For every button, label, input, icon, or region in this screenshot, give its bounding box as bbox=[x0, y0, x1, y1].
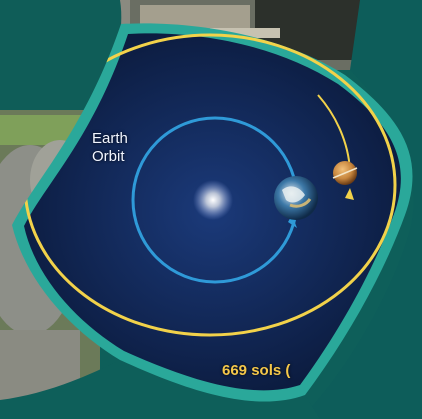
mars-orbit-arrow bbox=[345, 188, 354, 200]
mars-icon bbox=[332, 161, 358, 185]
earth-icon bbox=[274, 176, 318, 220]
earth-orbit-label-line1: Earth bbox=[92, 130, 128, 147]
earth-orbit-label-line2: Orbit bbox=[92, 148, 125, 165]
sols-duration-label: 669 sols ( bbox=[222, 362, 291, 379]
left-teal-panel bbox=[0, 0, 122, 122]
right-teal-panel bbox=[300, 0, 422, 419]
bottom-teal-panel bbox=[0, 360, 320, 419]
sun-icon bbox=[193, 180, 233, 220]
